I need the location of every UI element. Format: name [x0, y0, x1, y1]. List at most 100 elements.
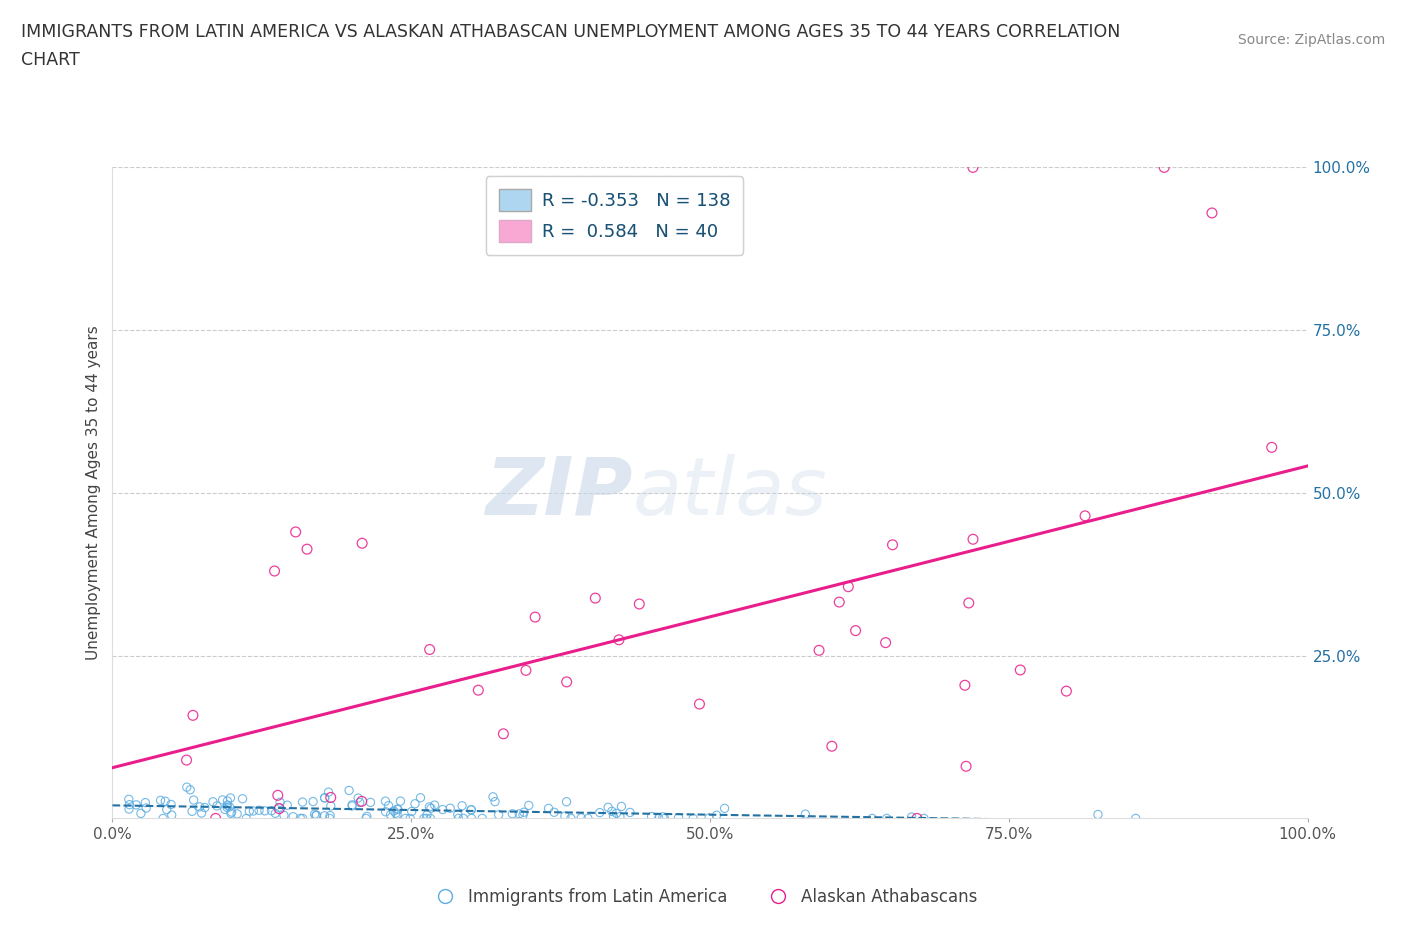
Point [125, 797, 148, 812]
Point [451, 798, 474, 813]
Point [1087, 807, 1109, 822]
Point [260, 804, 283, 818]
Point [382, 804, 405, 818]
Point [156, 803, 179, 817]
Point [269, 802, 291, 817]
Point [118, 792, 141, 807]
Point [183, 792, 205, 807]
Point [1201, 206, 1223, 220]
Point [501, 806, 523, 821]
Point [253, 804, 276, 818]
Point [231, 791, 253, 806]
Point [217, 793, 239, 808]
Point [129, 806, 152, 821]
Point [404, 796, 426, 811]
Point [1074, 509, 1097, 524]
Point [415, 811, 437, 826]
Point [409, 790, 432, 805]
Point [302, 794, 325, 809]
Point [955, 759, 977, 774]
Point [882, 538, 904, 552]
Point [640, 809, 662, 824]
Point [432, 802, 454, 817]
Point [319, 799, 342, 814]
Point [276, 798, 298, 813]
Point [555, 674, 578, 689]
Legend: R = -0.353   N = 138, R =  0.584   N = 40: R = -0.353 N = 138, R = 0.584 N = 40 [486, 177, 742, 255]
Point [360, 795, 382, 810]
Point [808, 643, 831, 658]
Point [176, 752, 198, 767]
Point [349, 795, 371, 810]
Point [135, 801, 157, 816]
Point [654, 811, 676, 826]
Point [555, 794, 578, 809]
Point [284, 525, 307, 539]
Point [354, 811, 377, 826]
Point [221, 804, 243, 819]
Point [554, 809, 576, 824]
Point [412, 811, 434, 826]
Point [267, 788, 290, 803]
Point [181, 804, 204, 818]
Point [385, 807, 408, 822]
Legend: Immigrants from Latin America, Alaskan Athabascans: Immigrants from Latin America, Alaskan A… [422, 881, 984, 912]
Point [238, 804, 260, 818]
Point [305, 808, 328, 823]
Point [418, 800, 440, 815]
Point [517, 798, 540, 813]
Point [267, 800, 290, 815]
Point [651, 809, 673, 824]
Point [605, 806, 627, 821]
Point [211, 792, 233, 807]
Point [583, 591, 606, 605]
Point [247, 803, 270, 817]
Point [350, 794, 373, 809]
Point [352, 536, 374, 551]
Point [181, 708, 204, 723]
Point [242, 804, 264, 818]
Point [860, 811, 883, 826]
Point [263, 564, 285, 578]
Point [447, 807, 470, 822]
Point [668, 810, 690, 825]
Text: ZIP: ZIP [485, 454, 633, 532]
Point [194, 800, 217, 815]
Point [374, 793, 396, 808]
Point [875, 635, 897, 650]
Point [912, 811, 935, 826]
Point [488, 807, 510, 822]
Point [682, 811, 704, 826]
Point [160, 797, 183, 812]
Point [460, 803, 482, 817]
Point [1125, 811, 1147, 826]
Point [610, 799, 633, 814]
Point [543, 804, 565, 819]
Point [821, 738, 844, 753]
Point [419, 642, 441, 657]
Point [226, 806, 249, 821]
Point [291, 811, 314, 826]
Point [347, 790, 370, 805]
Point [619, 805, 641, 820]
Point [314, 790, 336, 805]
Point [401, 804, 423, 819]
Point [589, 805, 612, 820]
Point [318, 785, 340, 800]
Point [697, 810, 720, 825]
Point [453, 811, 475, 826]
Point [204, 811, 226, 826]
Point [319, 808, 342, 823]
Point [845, 623, 868, 638]
Point [1054, 684, 1077, 698]
Point [374, 804, 396, 819]
Point [176, 779, 198, 794]
Point [152, 811, 174, 826]
Point [269, 795, 291, 810]
Point [905, 811, 928, 826]
Text: IMMIGRANTS FROM LATIN AMERICA VS ALASKAN ATHABASCAN UNEMPLOYMENT AMONG AGES 35 T: IMMIGRANTS FROM LATIN AMERICA VS ALASKAN… [21, 23, 1121, 41]
Point [179, 782, 201, 797]
Point [314, 808, 336, 823]
Point [377, 798, 399, 813]
Point [155, 794, 177, 809]
